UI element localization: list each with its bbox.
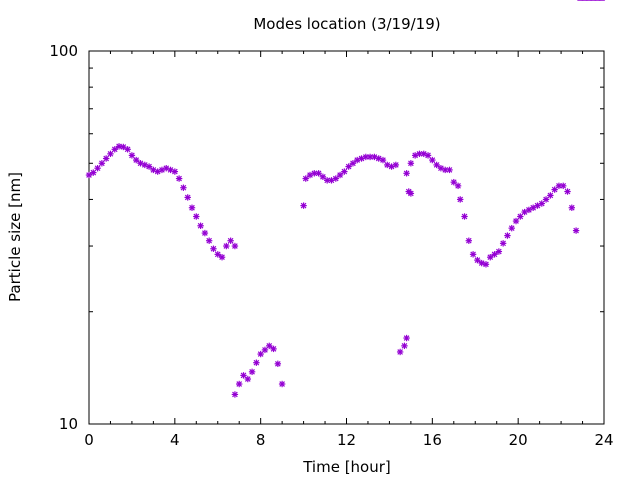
data-point xyxy=(564,188,571,195)
data-point xyxy=(133,156,140,164)
data-point xyxy=(349,160,357,167)
data-point xyxy=(300,202,307,209)
data-point xyxy=(98,160,106,167)
data-point xyxy=(171,168,179,175)
x-tick-label: 12 xyxy=(337,431,356,449)
x-axis-ticks: 0 4 8 12 16 20 24 xyxy=(84,51,614,449)
data-point xyxy=(379,156,387,164)
data-point xyxy=(180,184,187,191)
data-point xyxy=(474,256,481,264)
data-point xyxy=(551,186,558,193)
data-point xyxy=(403,334,410,342)
data-point xyxy=(201,229,209,237)
data-point xyxy=(94,165,101,172)
data-point xyxy=(429,156,436,164)
data-point xyxy=(433,161,440,169)
data-point xyxy=(454,182,462,190)
data-point xyxy=(396,348,404,356)
data-point xyxy=(223,242,230,250)
data-point xyxy=(392,161,400,169)
data-point xyxy=(197,222,204,229)
data-point xyxy=(218,254,226,261)
x-tick-label: 16 xyxy=(423,431,442,449)
data-point xyxy=(568,204,576,211)
data-point xyxy=(424,152,432,159)
data-point xyxy=(270,345,277,353)
data-point xyxy=(542,196,550,203)
data-point xyxy=(253,359,260,366)
data-point xyxy=(416,150,423,158)
data-point xyxy=(257,350,264,358)
data-point xyxy=(401,342,408,350)
data-point xyxy=(345,163,352,170)
x-tick-label: 8 xyxy=(256,431,266,449)
data-point xyxy=(407,190,415,197)
plot-frame xyxy=(88,50,605,425)
data-point xyxy=(274,360,282,368)
data-point xyxy=(403,170,410,177)
data-point xyxy=(85,171,93,179)
data-point xyxy=(227,237,234,244)
data-point xyxy=(332,175,339,182)
data-point xyxy=(107,150,114,158)
data-point xyxy=(538,200,545,207)
data-point xyxy=(487,254,494,261)
x-tick-label: 24 xyxy=(594,431,613,449)
data-point xyxy=(446,166,453,174)
data-point xyxy=(508,224,515,232)
data-point xyxy=(572,227,580,234)
data-point xyxy=(278,380,286,388)
data-point xyxy=(236,380,243,388)
data-point xyxy=(128,152,136,159)
y-axis-label: Particle size [nm] xyxy=(6,172,24,302)
data-point xyxy=(504,232,511,239)
data-point xyxy=(457,196,464,203)
data-point xyxy=(560,182,567,190)
x-tick-label: 20 xyxy=(509,431,528,449)
data-point xyxy=(231,391,239,398)
data-point xyxy=(512,217,520,225)
data-point xyxy=(407,160,415,167)
data-point xyxy=(124,146,131,153)
data-point xyxy=(261,346,269,354)
data-point xyxy=(482,261,490,268)
data-point xyxy=(102,155,110,162)
y-tick-label: 100 xyxy=(49,42,78,60)
x-tick-label: 0 xyxy=(84,431,94,449)
data-point xyxy=(244,375,251,383)
data-point xyxy=(495,248,503,255)
y-tick-label: 10 xyxy=(59,415,78,433)
x-axis-label: Time [hour] xyxy=(302,458,391,476)
data-point xyxy=(231,242,239,250)
data-point xyxy=(111,146,118,153)
data-point xyxy=(517,213,524,220)
data-point xyxy=(184,194,191,201)
data-point xyxy=(499,240,507,247)
data-point xyxy=(248,368,256,376)
data-point xyxy=(205,237,213,244)
data-points xyxy=(85,0,606,398)
chart-title: Modes location (3/19/19) xyxy=(253,15,440,33)
data-point xyxy=(491,251,498,258)
data-point xyxy=(465,237,473,244)
data-point xyxy=(547,192,554,199)
data-point xyxy=(90,169,97,176)
x-tick-label: 4 xyxy=(170,431,180,449)
data-point xyxy=(214,251,221,258)
data-point xyxy=(175,175,183,182)
data-point xyxy=(461,213,468,220)
y-axis-ticks: 10 100 xyxy=(49,42,604,433)
data-point xyxy=(266,342,273,350)
data-point xyxy=(442,166,449,174)
data-point xyxy=(193,213,200,220)
data-point xyxy=(341,168,348,175)
data-point xyxy=(145,163,153,170)
data-point xyxy=(469,251,477,258)
data-point xyxy=(210,245,217,252)
data-point xyxy=(188,204,196,211)
